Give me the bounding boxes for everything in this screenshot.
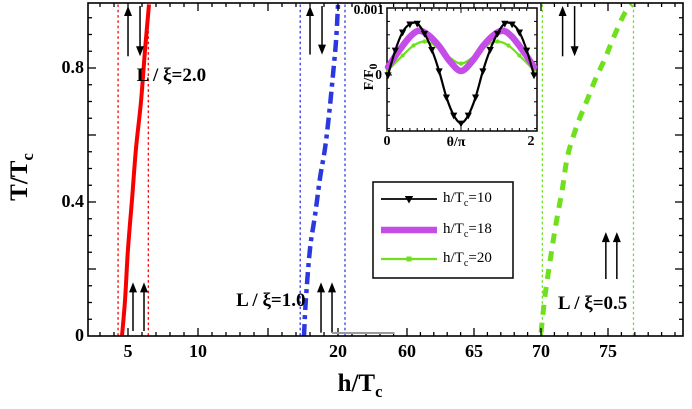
x-tick-label: 20	[329, 341, 347, 361]
phase-boundary-curve-0	[120, 4, 151, 337]
dot-marker	[495, 39, 500, 44]
x-tick-label: 75	[599, 341, 617, 361]
inset-x-axis-label: θ/π	[446, 135, 466, 150]
up-arrow-head	[317, 282, 326, 293]
down-arrow-head	[318, 44, 327, 55]
x-axis-label: h/Tc	[315, 370, 405, 402]
inset-y-zero-label: 0	[375, 67, 382, 82]
inset-x-tick-0: 0	[383, 134, 391, 149]
up-arrow-head	[558, 6, 567, 17]
plot-border	[87, 2, 684, 337]
x-tick-label: 10	[189, 341, 207, 361]
down-arrow-head	[570, 46, 579, 57]
x-axis-label-text: h/T	[337, 370, 376, 397]
triangle-down-marker	[515, 29, 523, 37]
x-tick-label: 65	[465, 341, 483, 361]
triangle-down-marker	[508, 21, 516, 29]
triangle-down-marker	[472, 94, 480, 102]
y-axis-label-sub: c	[18, 153, 37, 161]
triangle-down-marker	[501, 20, 509, 28]
inset-y-axis-label: F/F0	[362, 47, 380, 107]
dot-marker	[400, 53, 405, 58]
triangle-down-marker	[399, 29, 407, 37]
triangle-down-marker	[442, 94, 450, 102]
x-tick-label: 5	[123, 341, 133, 361]
x-tick-label: 70	[532, 341, 550, 361]
dot-marker	[422, 39, 427, 44]
down-arrow-head	[136, 46, 145, 57]
triangle-down-marker	[493, 30, 502, 38]
x-axis-label-sub: c	[375, 382, 383, 401]
dot-marker	[506, 43, 511, 48]
up-arrow-head	[328, 282, 337, 293]
legend-dot-marker	[406, 256, 412, 262]
inset-curve-18	[384, 27, 538, 75]
triangle-down-marker	[413, 20, 421, 28]
up-arrow-head	[601, 232, 610, 243]
inset-y-axis-label-text: F/F	[362, 69, 378, 91]
triangle-down-marker	[464, 112, 472, 120]
y-tick-label: 0.4	[61, 191, 85, 211]
up-arrow-head	[140, 282, 148, 293]
y-tick-label: 0	[75, 325, 84, 345]
triangle-down-marker	[406, 21, 414, 29]
curve-label-ratio-05: L / ξ=0.5	[557, 292, 628, 314]
legend-item-h10: h/Tc=10	[443, 190, 492, 209]
y-axis-label: T/Tc	[6, 122, 38, 232]
triangle-down-marker	[530, 72, 538, 80]
curve-label-ratio-1: L / ξ=1.0	[236, 289, 306, 311]
triangle-down-marker	[479, 68, 487, 76]
triangle-down-marker	[420, 30, 429, 38]
inset-y-max-label: 0.001	[353, 2, 384, 17]
up-arrow-head	[306, 6, 315, 17]
triangle-down-marker	[435, 68, 443, 76]
inset-x-tick-2: 2	[527, 134, 535, 149]
legend-item-h20: h/Tc=20	[443, 250, 492, 269]
up-arrow-head	[612, 232, 621, 243]
dot-marker	[517, 53, 522, 58]
inset-y-axis-label-sub: 0	[366, 63, 380, 70]
phase-boundary-curve-1	[301, 4, 341, 337]
phase-boundary-curve-2	[538, 2, 635, 333]
triangle-down-marker	[486, 46, 494, 54]
x-tick-label: 60	[398, 341, 416, 361]
triangle-down-marker	[450, 112, 458, 120]
triangle-down-marker	[457, 120, 465, 128]
dot-marker	[411, 43, 416, 48]
y-axis-label-text: T/T	[6, 160, 33, 201]
curve-label-ratio-2: L / ξ=2.0	[136, 65, 207, 87]
up-arrow-head	[129, 282, 137, 293]
up-arrow-head	[124, 6, 133, 17]
dot-marker	[458, 61, 464, 66]
triangle-down-marker	[384, 72, 392, 80]
legend-item-h18: h/Tc=18	[443, 221, 492, 240]
legend-triangle-marker	[404, 196, 414, 204]
triangle-down-marker	[428, 46, 436, 54]
y-tick-label: 0.8	[61, 57, 85, 77]
triangle-down-marker	[523, 47, 531, 55]
triangle-down-marker	[391, 47, 399, 55]
